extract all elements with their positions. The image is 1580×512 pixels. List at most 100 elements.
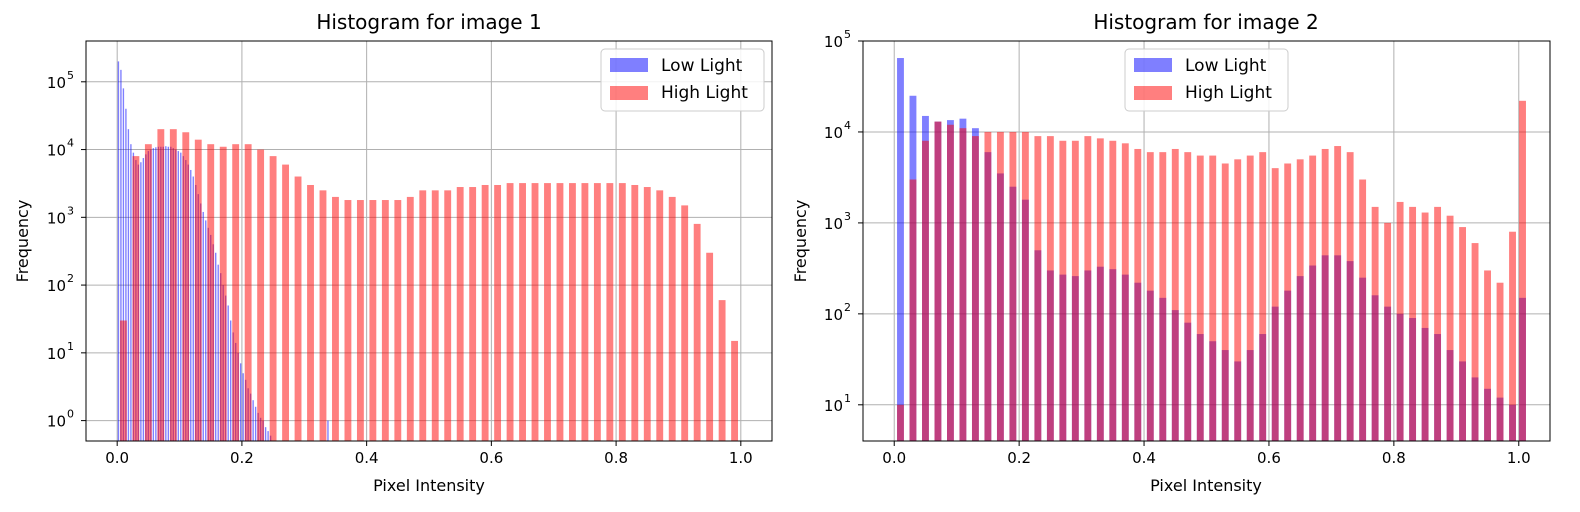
bar-high-light — [406, 196, 414, 441]
bar-low-light — [122, 88, 125, 441]
chart-title: Histogram for image 2 — [1093, 10, 1318, 34]
y-tick-exponent: 0 — [67, 408, 74, 421]
histogram-panel-1: Histogram for image 1 0.0 0.2 0.4 0.6 0.8 1.0… — [13, 10, 773, 495]
legend-label-high-light: High Light — [661, 83, 748, 103]
bar-low-light — [125, 108, 127, 441]
bar-low-light — [130, 144, 132, 441]
bar-low-light — [239, 363, 242, 441]
bar-low-light — [167, 146, 169, 441]
bar-low-light — [267, 431, 269, 441]
bar-high-light — [207, 144, 215, 441]
bar-low-light — [155, 147, 157, 441]
bar-high-light — [394, 200, 402, 441]
y-tick-label: 10 — [824, 33, 843, 51]
bar-high-light — [1171, 148, 1179, 441]
y-axis-label: Frequency — [13, 200, 32, 283]
bar-high-light — [194, 139, 202, 441]
bar-high-light — [1146, 152, 1154, 441]
bar-high-light — [1459, 227, 1466, 441]
y-tick-exponent: 2 — [844, 301, 851, 314]
bar-high-light — [897, 404, 904, 441]
bar-low-light — [227, 305, 229, 441]
y-tick-label: 10 — [47, 74, 66, 92]
bar-high-light — [1159, 152, 1167, 441]
bar-high-light — [1359, 179, 1367, 441]
bar-high-light — [119, 320, 127, 441]
plot-frame — [862, 40, 1551, 442]
bar-high-light — [381, 200, 389, 441]
y-tick-exponent: 2 — [67, 272, 74, 285]
bar-low-light — [215, 252, 217, 441]
bar-high-light — [1009, 131, 1017, 441]
bar-high-light — [959, 128, 967, 441]
legend: Low Light High Light — [1124, 48, 1289, 112]
bar-high-light — [1446, 215, 1454, 441]
y-tick-label: 10 — [47, 277, 66, 295]
bar-high-light — [431, 190, 439, 441]
bar-high-light — [506, 183, 514, 441]
y-tick-exponent: 5 — [67, 69, 74, 82]
x-tick-label: 0.2 — [1007, 449, 1031, 467]
bar-high-light — [269, 156, 277, 441]
legend-swatch-high-light — [1134, 86, 1172, 100]
y-tick-label: 10 — [47, 345, 66, 363]
bar-high-light — [169, 129, 177, 441]
y-tick-exponent: 4 — [844, 119, 851, 132]
bar-low-light — [190, 169, 192, 441]
bar-high-light — [244, 144, 252, 441]
bar-high-light — [544, 183, 551, 441]
bar-high-light — [1034, 136, 1042, 441]
bar-low-light — [205, 220, 207, 441]
bar-high-light — [1084, 136, 1092, 441]
bar-high-light — [631, 184, 639, 441]
x-tick-label: 0.6 — [479, 449, 503, 467]
x-tick-label: 0.4 — [355, 449, 379, 467]
bar-low-light — [264, 427, 267, 441]
bar-low-light — [327, 420, 329, 441]
bar-high-light — [1346, 152, 1354, 441]
bar-high-light — [1246, 155, 1254, 441]
bar-high-light — [144, 144, 152, 441]
bar-high-light — [531, 183, 539, 441]
bar-high-light — [494, 184, 502, 441]
x-tick-label: 0.0 — [105, 449, 129, 467]
bar-high-light — [219, 146, 227, 441]
bar-high-light — [618, 183, 626, 441]
y-tick-label: 10 — [824, 306, 843, 324]
bar-high-light — [419, 190, 427, 441]
bar-high-light — [519, 183, 526, 441]
bar-high-light — [369, 200, 377, 441]
bar-low-light — [180, 152, 182, 441]
bar-high-light — [356, 200, 364, 441]
y-tick-exponent: 4 — [67, 137, 74, 150]
bar-low-light — [242, 373, 244, 441]
bar-high-light — [681, 205, 689, 441]
bar-high-light — [1221, 163, 1229, 441]
bar-low-light — [177, 151, 179, 441]
bar-high-light — [1309, 155, 1317, 441]
bar-high-light — [643, 187, 651, 441]
bar-high-light — [1471, 243, 1479, 441]
y-tick-label: 10 — [47, 209, 66, 227]
bar-high-light — [1334, 146, 1342, 441]
bar-high-light — [731, 340, 739, 441]
legend-swatch-low-light — [610, 58, 648, 72]
x-tick-label: 1.0 — [729, 449, 753, 467]
bar-high-light — [984, 131, 992, 441]
bar-high-light — [1271, 168, 1279, 441]
bar-high-light — [1196, 155, 1204, 441]
bar-low-light — [217, 264, 219, 441]
bar-high-light — [1409, 206, 1417, 441]
bar-high-light — [1234, 159, 1242, 441]
bar-high-light — [1109, 140, 1117, 441]
bar-high-light — [344, 200, 352, 441]
bar-high-light — [132, 156, 140, 441]
bar-high-light — [1284, 163, 1292, 441]
legend: Low Light High Light — [600, 48, 765, 112]
bar-low-light — [254, 406, 257, 441]
bar-high-light — [332, 196, 339, 441]
bar-high-light — [481, 184, 489, 441]
y-tick-label: 10 — [47, 142, 66, 160]
legend-label-low-light: Low Light — [661, 56, 743, 76]
